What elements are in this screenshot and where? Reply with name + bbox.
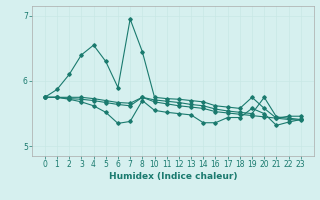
X-axis label: Humidex (Indice chaleur): Humidex (Indice chaleur)	[108, 172, 237, 181]
